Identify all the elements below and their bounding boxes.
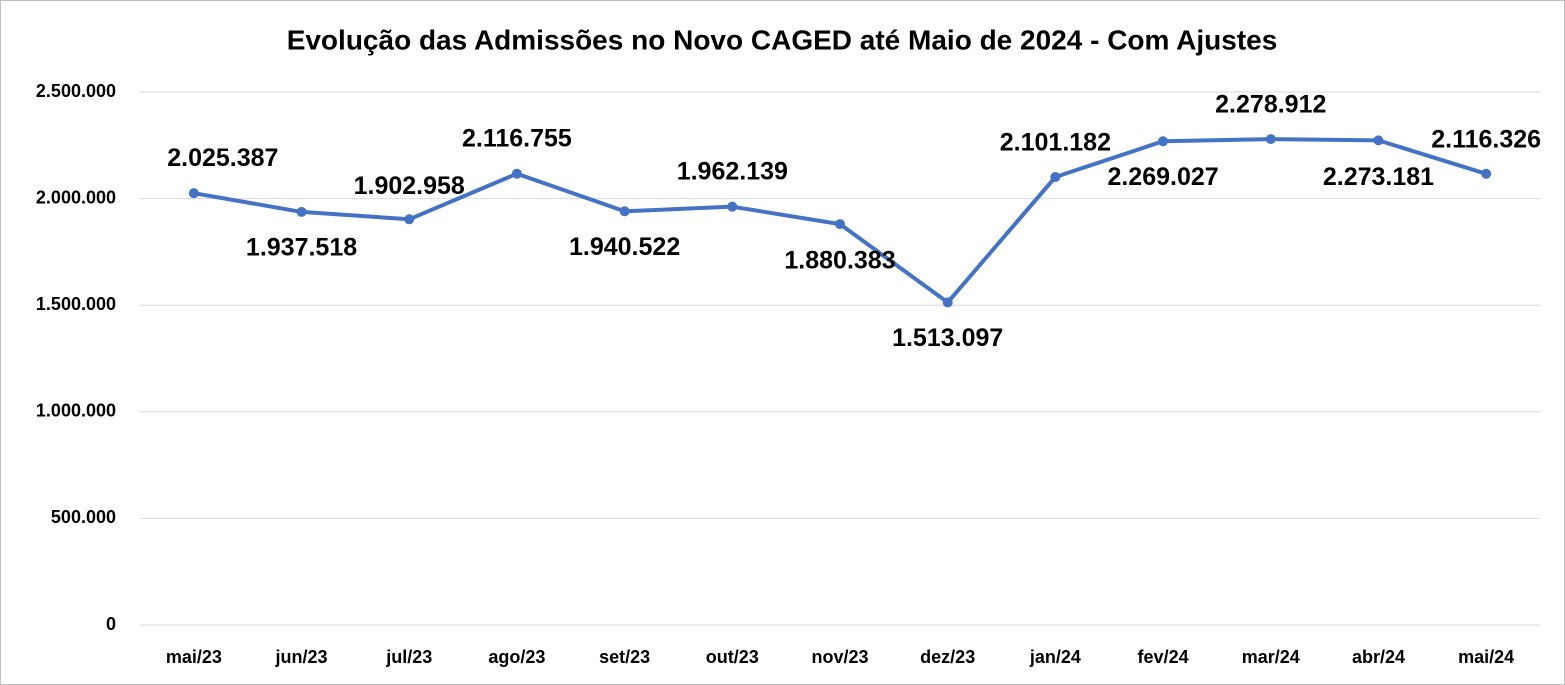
data-label: 2.101.182 xyxy=(1000,129,1111,157)
y-tick-label: 2.500.000 xyxy=(36,81,116,101)
x-tick-label: mai/23 xyxy=(166,647,222,667)
x-tick-label: out/23 xyxy=(706,647,759,667)
x-tick-label: set/23 xyxy=(599,647,650,667)
data-label: 1.937.518 xyxy=(246,234,357,262)
marker xyxy=(619,206,630,217)
y-tick-label: 500.000 xyxy=(51,507,116,527)
marker xyxy=(404,214,415,225)
x-tick-label: mar/24 xyxy=(1242,647,1300,667)
data-label: 2.273.181 xyxy=(1323,163,1434,191)
data-label: 2.269.027 xyxy=(1107,163,1218,191)
data-label: 1.880.383 xyxy=(784,247,895,275)
marker xyxy=(1265,134,1276,145)
marker xyxy=(1373,135,1384,146)
y-tick-label: 1.000.000 xyxy=(36,401,116,421)
data-label: 1.902.958 xyxy=(354,172,465,200)
x-tick-label: jan/24 xyxy=(1029,647,1081,667)
x-tick-label: jul/23 xyxy=(385,647,432,667)
x-tick-label: abr/24 xyxy=(1352,647,1405,667)
x-tick-label: fev/24 xyxy=(1138,647,1189,667)
x-tick-label: ago/23 xyxy=(488,647,545,667)
y-tick-label: 0 xyxy=(106,614,116,634)
data-label: 2.116.326 xyxy=(1431,125,1541,153)
data-label: 2.278.912 xyxy=(1215,91,1326,119)
y-tick-label: 2.000.000 xyxy=(36,187,116,207)
y-tick-label: 1.500.000 xyxy=(36,294,116,314)
x-tick-label: mai/24 xyxy=(1458,647,1514,667)
chart-title: Evolução das Admissões no Novo CAGED até… xyxy=(287,24,1278,55)
data-label: 1.940.522 xyxy=(569,233,680,261)
marker xyxy=(511,168,522,179)
marker xyxy=(188,188,199,199)
marker xyxy=(1481,168,1492,179)
marker xyxy=(1158,136,1169,147)
x-tick-label: jun/23 xyxy=(275,647,328,667)
data-label: 2.116.755 xyxy=(462,124,572,152)
marker xyxy=(942,297,953,308)
data-label: 1.513.097 xyxy=(892,324,1003,352)
x-tick-label: nov/23 xyxy=(811,647,868,667)
marker xyxy=(1050,172,1061,183)
marker xyxy=(835,219,845,230)
data-label: 2.025.387 xyxy=(167,144,278,172)
marker xyxy=(727,201,738,212)
x-tick-label: dez/23 xyxy=(920,647,975,667)
marker xyxy=(296,206,307,217)
data-label: 1.962.139 xyxy=(677,157,788,185)
